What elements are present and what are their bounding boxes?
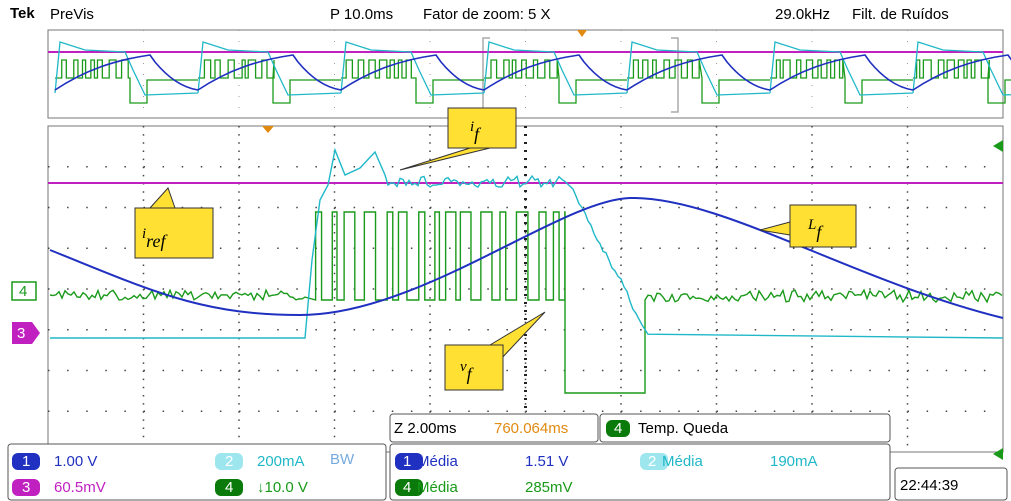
- measurement-label: Média: [417, 479, 459, 496]
- channel-scale: 200mA: [257, 453, 305, 470]
- callout-box: [448, 108, 516, 148]
- symbol: L: [807, 217, 816, 233]
- measurement-value: 285mV: [525, 479, 573, 496]
- bandwidth-limit: BW: [330, 451, 355, 468]
- channel-scale: ↓10.0 V: [257, 479, 308, 496]
- page: {"header": {"brand": "Tek", "mode": "Pre…: [0, 0, 1011, 501]
- channel-scale: 1.00 V: [54, 453, 97, 470]
- zoom-scale: Z 2.00ms: [394, 420, 457, 437]
- timebase: P 10.0ms: [330, 6, 393, 23]
- callout-box: [790, 205, 856, 247]
- channel-number: 1: [22, 453, 30, 470]
- subscript: ref: [146, 231, 168, 251]
- brand: Tek: [10, 5, 35, 22]
- clock: 22:44:39: [900, 477, 958, 494]
- measurement-value: 190mA: [770, 453, 818, 470]
- callout-label: iref: [142, 226, 168, 251]
- marker-3: 3: [17, 325, 25, 342]
- marker-4: 4: [19, 283, 27, 300]
- channel-number: 2: [225, 453, 233, 470]
- measure-name: Temp. Queda: [638, 420, 729, 437]
- measurement-channel: 1: [403, 453, 411, 470]
- measure-channel: 4: [614, 420, 622, 437]
- callout-box: [445, 345, 503, 390]
- frequency: 29.0kHz: [775, 6, 830, 23]
- zoom-position: 760.064ms: [494, 420, 568, 437]
- noise-filter: Filt. de Ruídos: [852, 6, 949, 23]
- channel-number: 4: [225, 479, 233, 496]
- measurement-value: 1.51 V: [525, 453, 568, 470]
- measurement-channel: 4: [403, 479, 411, 496]
- measurement-label: Média: [417, 453, 459, 470]
- zoom-factor: Fator de zoom: 5 X: [423, 6, 551, 23]
- measurement-channel: 2: [648, 453, 656, 470]
- measurement-label: Média: [662, 453, 704, 470]
- mode: PreVis: [50, 6, 94, 23]
- channel-number: 3: [22, 479, 30, 496]
- channel-scale: 60.5mV: [54, 479, 106, 496]
- oscilloscope-screen: Tek PreVis P 10.0ms Fator de zoom: 5 X 29.0k…: [0, 0, 1011, 501]
